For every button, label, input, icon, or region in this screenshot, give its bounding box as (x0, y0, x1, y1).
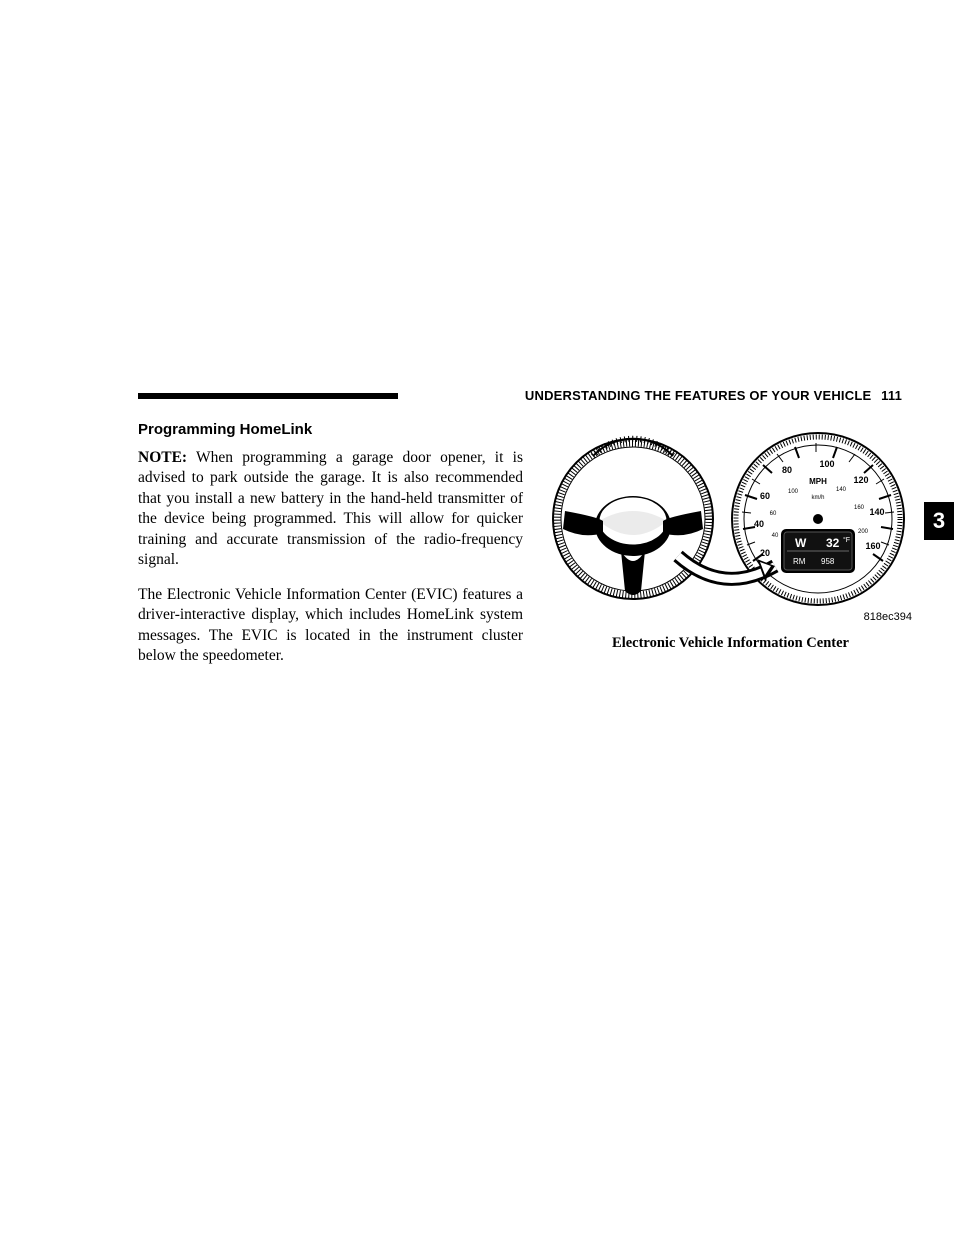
km-40: 40 (772, 533, 779, 539)
section-heading: Programming HomeLink (138, 421, 523, 438)
speedo-tick-160: 160 (865, 541, 880, 551)
paragraph-1-text: When programming a garage door opener, i… (138, 449, 523, 568)
steering-wheel-icon (553, 439, 713, 599)
chapter-tab: 3 (924, 502, 954, 540)
evic-temp-unit: °F (843, 536, 850, 544)
km-200: 200 (858, 529, 869, 535)
header-title-text: UNDERSTANDING THE FEATURES OF YOUR VEHIC… (525, 388, 871, 403)
km-100: 100 (788, 489, 799, 495)
note-paragraph: NOTE: When programming a garage door ope… (138, 448, 523, 571)
speedo-unit: MPH (809, 477, 827, 486)
speedo-tick-100: 100 (819, 459, 834, 469)
evic-figure: 20 40 60 80 100 120 140 160 MPH (543, 421, 918, 607)
figure-caption: Electronic Vehicle Information Center (543, 635, 918, 652)
figure-code: 818ec394 (543, 611, 918, 623)
speedo-tick-60: 60 (760, 491, 770, 501)
paragraph-2: The Electronic Vehicle Information Cente… (138, 585, 523, 667)
km-160: 160 (854, 505, 865, 511)
evic-label1: RM (793, 557, 806, 566)
page-number: 111 (881, 388, 902, 403)
evic-value1: 958 (821, 557, 835, 566)
evic-temp: 32 (826, 536, 840, 550)
speedo-tick-80: 80 (782, 465, 792, 475)
evic-compass: W (795, 536, 807, 550)
right-column: 20 40 60 80 100 120 140 160 MPH (543, 421, 918, 681)
header-section-title: UNDERSTANDING THE FEATURES OF YOUR VEHIC… (410, 388, 908, 403)
km-unit: km/h (811, 495, 824, 501)
evic-display-icon: W 32 °F RM 958 (781, 529, 855, 573)
chapter-tab-number: 3 (933, 508, 945, 534)
km-60: 60 (770, 511, 777, 517)
page-header: UNDERSTANDING THE FEATURES OF YOUR VEHIC… (138, 388, 908, 403)
speedo-tick-40: 40 (754, 519, 764, 529)
speedo-tick-140: 140 (869, 507, 884, 517)
speedo-tick-20: 20 (760, 548, 770, 558)
header-rule (138, 393, 398, 399)
left-column: Programming HomeLink NOTE: When programm… (138, 421, 523, 681)
note-label: NOTE: (138, 449, 187, 466)
km-140: 140 (836, 487, 847, 493)
speedo-tick-120: 120 (853, 475, 868, 485)
